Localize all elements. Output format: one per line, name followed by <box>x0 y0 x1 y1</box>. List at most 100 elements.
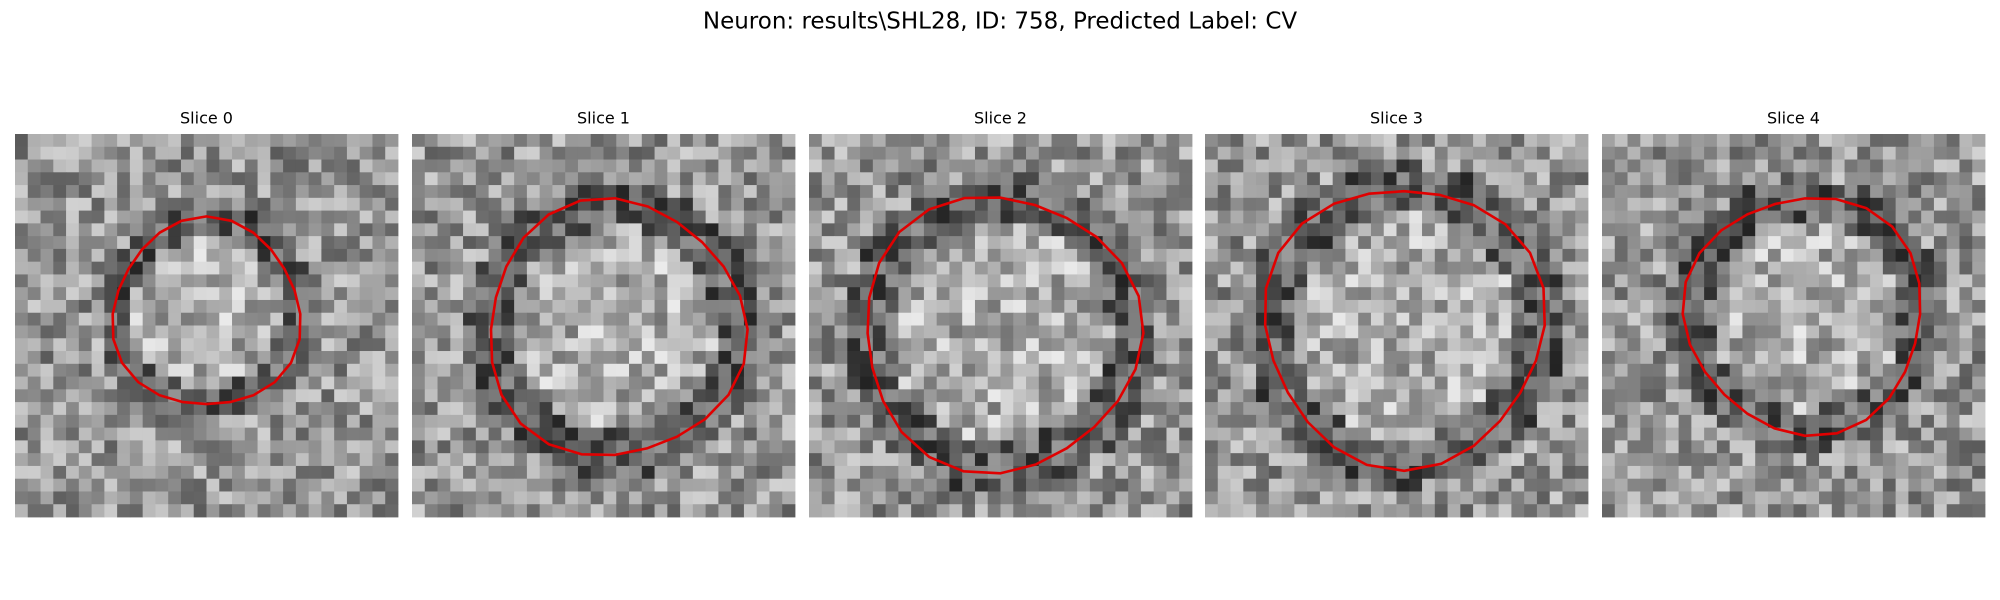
pixel <box>834 159 848 173</box>
pixel <box>526 134 541 148</box>
pixel <box>1704 491 1718 505</box>
pixel <box>860 261 874 275</box>
pixel <box>872 478 886 492</box>
pixel <box>1972 453 1986 467</box>
pixel <box>1614 248 1628 263</box>
pixel <box>437 248 451 263</box>
pixel <box>1166 465 1180 480</box>
pixel <box>270 414 284 429</box>
pixel <box>1230 491 1244 505</box>
pixel <box>1959 134 1973 148</box>
pixel <box>1013 351 1027 365</box>
pixel <box>1575 453 1589 467</box>
pixel <box>155 197 169 211</box>
pixel <box>1473 491 1487 505</box>
pixel <box>1217 287 1231 301</box>
pixel <box>936 338 950 352</box>
pixel <box>1870 376 1884 390</box>
pixel <box>1179 236 1193 250</box>
pixel <box>1716 440 1731 454</box>
pixel <box>1780 338 1794 352</box>
pixel <box>1511 478 1525 492</box>
pixel <box>1806 351 1820 365</box>
pixel <box>1755 236 1769 250</box>
pixel <box>412 287 426 301</box>
pixel <box>1089 414 1104 429</box>
pixel <box>1498 210 1512 224</box>
pixel <box>27 261 41 275</box>
pixel <box>437 440 451 454</box>
pixel <box>1473 236 1487 250</box>
pixel <box>821 440 835 454</box>
pixel <box>1281 210 1295 224</box>
pixel <box>1819 134 1833 148</box>
pixel <box>1051 325 1065 339</box>
pixel <box>1959 236 1973 250</box>
pixel <box>1806 440 1820 454</box>
pixel <box>1640 440 1654 454</box>
pixel <box>539 287 553 301</box>
pixel <box>1064 338 1078 352</box>
pixel <box>654 465 668 480</box>
pixel <box>1716 210 1731 224</box>
pixel <box>987 172 1001 186</box>
pixel <box>680 172 694 186</box>
pixel <box>911 261 925 275</box>
pixel <box>346 299 361 314</box>
pixel <box>1179 338 1193 352</box>
pixel <box>731 134 745 148</box>
pixel <box>1038 146 1052 160</box>
pixel <box>898 312 912 326</box>
pixel <box>1345 338 1359 352</box>
pixel <box>1409 363 1423 377</box>
pixel <box>565 287 579 301</box>
pixel <box>1256 223 1270 237</box>
pixel <box>53 172 67 186</box>
pixel <box>1640 402 1654 416</box>
pixel <box>475 402 489 416</box>
pixel <box>987 274 1001 288</box>
pixel <box>987 338 1001 352</box>
pixel <box>603 312 617 326</box>
pixel <box>1665 389 1679 403</box>
pixel <box>1640 338 1654 352</box>
pixel <box>1217 338 1231 352</box>
pixel <box>1230 453 1244 467</box>
pixel <box>756 261 770 275</box>
pixel <box>437 427 451 441</box>
pixel <box>769 134 783 148</box>
pixel <box>782 440 796 454</box>
pixel <box>949 287 963 301</box>
pixel <box>463 146 477 160</box>
pixel <box>91 236 105 250</box>
pixel <box>244 427 258 441</box>
pixel <box>424 351 438 365</box>
pixel <box>526 363 541 377</box>
pixel <box>1793 504 1807 518</box>
pixel <box>1358 236 1372 250</box>
pixel <box>1716 287 1731 301</box>
pixel <box>1051 414 1065 429</box>
pixel <box>180 325 195 339</box>
pixel <box>424 261 438 275</box>
pixel <box>1562 312 1576 326</box>
pixel <box>1562 453 1576 467</box>
pixel <box>1268 134 1282 148</box>
pixel <box>155 236 169 250</box>
pixel <box>923 414 938 429</box>
pixel <box>346 325 361 339</box>
pixel <box>1665 172 1679 186</box>
pixel <box>385 363 399 377</box>
pixel <box>372 223 386 237</box>
pixel <box>1524 389 1538 403</box>
pixel <box>1166 210 1180 224</box>
pixel <box>603 197 617 211</box>
pixel <box>1332 312 1346 326</box>
pixel <box>1051 504 1065 518</box>
pixel <box>1882 159 1897 173</box>
pixel <box>1051 299 1065 314</box>
pixel <box>1742 223 1756 237</box>
pixel <box>1959 325 1973 339</box>
pixel <box>1704 376 1718 390</box>
pixel <box>1972 299 1986 314</box>
